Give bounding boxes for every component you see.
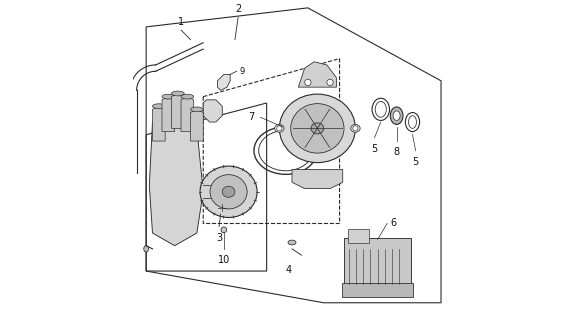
Ellipse shape — [221, 227, 227, 233]
Ellipse shape — [393, 111, 400, 120]
Ellipse shape — [350, 124, 360, 132]
Text: 8: 8 — [394, 148, 399, 157]
Polygon shape — [190, 109, 203, 141]
Polygon shape — [152, 106, 165, 141]
Ellipse shape — [190, 107, 203, 112]
FancyBboxPatch shape — [342, 283, 413, 297]
Ellipse shape — [274, 124, 284, 132]
Text: 10: 10 — [218, 255, 230, 265]
Ellipse shape — [152, 104, 165, 108]
Text: 5: 5 — [412, 157, 419, 167]
Polygon shape — [298, 62, 336, 87]
FancyBboxPatch shape — [349, 229, 369, 243]
Ellipse shape — [223, 186, 235, 197]
Ellipse shape — [162, 94, 175, 99]
Circle shape — [353, 126, 358, 131]
Ellipse shape — [200, 166, 257, 218]
Text: 6: 6 — [390, 219, 397, 228]
Polygon shape — [203, 100, 223, 122]
Ellipse shape — [311, 123, 324, 134]
Circle shape — [327, 79, 333, 85]
Ellipse shape — [279, 94, 356, 163]
Ellipse shape — [210, 175, 247, 209]
Polygon shape — [150, 113, 203, 246]
Polygon shape — [217, 75, 230, 90]
Ellipse shape — [218, 204, 226, 212]
Polygon shape — [172, 93, 184, 128]
Ellipse shape — [181, 94, 194, 99]
Text: 7: 7 — [248, 112, 254, 122]
Polygon shape — [292, 170, 343, 188]
Circle shape — [277, 126, 282, 131]
Ellipse shape — [144, 246, 148, 252]
FancyBboxPatch shape — [345, 238, 411, 289]
Text: 3: 3 — [216, 233, 222, 243]
Ellipse shape — [172, 91, 184, 96]
Ellipse shape — [291, 104, 344, 153]
Polygon shape — [162, 97, 175, 132]
Ellipse shape — [288, 240, 296, 245]
Ellipse shape — [390, 107, 403, 124]
Text: 2: 2 — [235, 4, 241, 14]
Polygon shape — [181, 97, 194, 132]
Text: 1: 1 — [178, 17, 184, 27]
Circle shape — [305, 79, 311, 85]
Text: 4: 4 — [286, 265, 292, 275]
Text: 9: 9 — [239, 67, 245, 76]
Text: 5: 5 — [371, 144, 378, 154]
